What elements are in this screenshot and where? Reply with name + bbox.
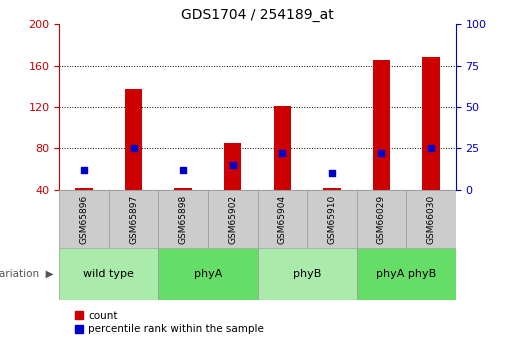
Point bbox=[229, 162, 237, 168]
Bar bbox=[406, 190, 456, 248]
Bar bbox=[356, 248, 456, 300]
Text: genotype/variation  ▶: genotype/variation ▶ bbox=[0, 269, 54, 279]
Point bbox=[179, 167, 187, 172]
Bar bbox=[159, 190, 208, 248]
Bar bbox=[208, 190, 258, 248]
Text: GSM65897: GSM65897 bbox=[129, 195, 138, 244]
Bar bbox=[75, 188, 93, 190]
Text: phyA: phyA bbox=[194, 269, 222, 279]
Bar bbox=[373, 60, 390, 190]
Text: wild type: wild type bbox=[83, 269, 134, 279]
Bar bbox=[422, 57, 440, 190]
Point bbox=[377, 150, 386, 156]
Bar bbox=[258, 190, 307, 248]
Point bbox=[427, 146, 435, 151]
Bar bbox=[109, 190, 159, 248]
Title: GDS1704 / 254189_at: GDS1704 / 254189_at bbox=[181, 8, 334, 22]
Text: GSM65904: GSM65904 bbox=[278, 195, 287, 244]
Bar bbox=[159, 248, 258, 300]
Bar bbox=[258, 248, 356, 300]
Point bbox=[278, 150, 286, 156]
Bar bbox=[307, 190, 356, 248]
Bar bbox=[224, 143, 242, 190]
Text: GSM65902: GSM65902 bbox=[228, 195, 237, 244]
Point bbox=[129, 146, 138, 151]
Text: phyB: phyB bbox=[293, 269, 321, 279]
Text: GSM65896: GSM65896 bbox=[79, 195, 89, 244]
Text: GSM65898: GSM65898 bbox=[179, 195, 187, 244]
Text: GSM66030: GSM66030 bbox=[426, 195, 436, 244]
Text: phyA phyB: phyA phyB bbox=[376, 269, 436, 279]
Point bbox=[328, 170, 336, 176]
Point bbox=[80, 167, 88, 172]
Bar bbox=[175, 188, 192, 190]
Bar bbox=[59, 190, 109, 248]
Bar bbox=[356, 190, 406, 248]
Bar bbox=[273, 106, 291, 190]
Text: GSM66029: GSM66029 bbox=[377, 195, 386, 244]
Text: GSM65910: GSM65910 bbox=[328, 195, 336, 244]
Legend: count, percentile rank within the sample: count, percentile rank within the sample bbox=[75, 311, 264, 334]
Bar bbox=[323, 188, 340, 190]
Bar bbox=[125, 89, 142, 190]
Bar bbox=[59, 248, 159, 300]
